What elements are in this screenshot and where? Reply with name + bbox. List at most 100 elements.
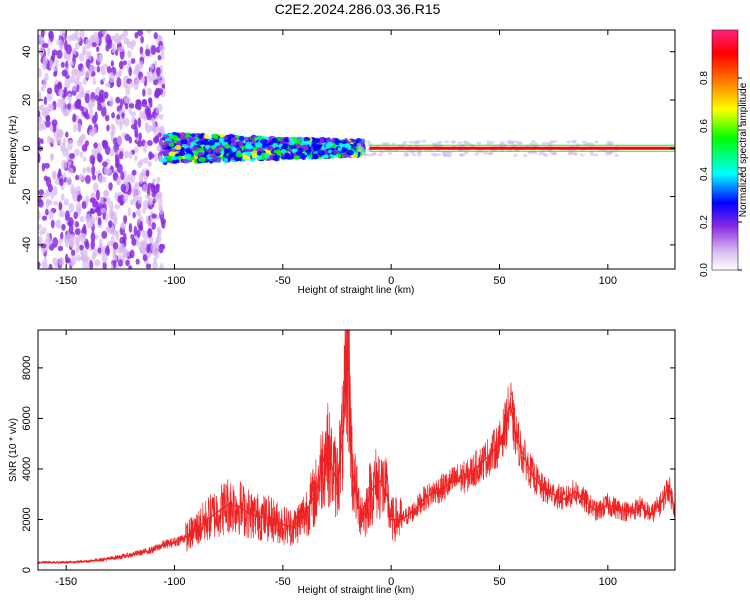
heatmap-cell [53,71,58,77]
heatmap-cell [53,200,59,206]
snr-point [628,510,631,513]
heatmap-cell [82,224,87,235]
colorbar-label: Normalized spectral amplitude [738,82,749,217]
heatmap-cell [181,159,189,164]
snr-point [606,503,609,506]
heatmap-cell [79,151,84,159]
heatmap-cell [69,240,75,248]
y-tick-label: 0 [21,145,33,151]
snr-point [509,402,512,405]
heatmap-cell [130,42,135,51]
snr-point [216,510,219,513]
snr-noise-trace [38,330,675,565]
heatmap-cell [155,66,161,77]
heatmap-cell [138,132,142,141]
heatmap-cell [145,215,149,225]
heatmap-cell [146,30,152,34]
heatmap-cell [189,137,197,142]
heatmap-cell [135,99,142,105]
heatmap-cell [297,147,304,154]
heatmap-cell [43,96,48,106]
heatmap-cell [153,256,158,264]
heatmap-cell [114,49,119,56]
heatmap-cell [111,43,116,54]
heatmap-cell [58,201,63,211]
heatmap-cell [114,191,119,201]
heatmap-cell [85,174,91,184]
heatmap-cell [101,230,108,239]
snr-point [520,450,523,453]
heatmap-cell [130,111,137,117]
heatmap-cell [100,67,107,76]
heatmap-cell [51,170,57,180]
heatmap-cell [421,139,427,143]
heatmap-cell [387,152,393,156]
heatmap-cell [64,39,68,51]
snr-point [650,513,653,516]
snr-point [455,478,458,480]
heatmap-cell [360,151,366,155]
heatmap-cell [93,247,99,257]
heatmap-cell [274,146,280,151]
heatmap-cell [38,114,42,125]
heatmap-cell [251,152,258,159]
heatmap-cell [214,156,222,163]
heatmap-cell [67,103,71,110]
snr-point [552,493,555,496]
x-tick-label: -100 [163,275,185,287]
heatmap-cell [111,112,116,119]
heatmap-cell [67,34,74,42]
heatmap-cell [128,103,135,109]
heatmap-cell [156,144,163,152]
heatmap-cell [134,155,138,162]
heatmap-cell [56,98,63,109]
heatmap-cell [115,157,120,167]
heatmap-cell [89,197,96,203]
heatmap-cell [150,64,155,70]
heatmap-cell [45,208,49,216]
heatmap-cell [126,174,131,184]
snr-point [364,513,367,516]
y-tick-label: -40 [21,237,33,253]
heatmap-cell [54,59,59,67]
heatmap-cell [128,222,133,233]
heatmap-cell [43,162,50,169]
heatmap-cell [137,195,143,205]
heatmap-cell [79,135,85,142]
colorbar-tick-label: 0.0 [699,263,710,277]
heatmap-cell [75,114,80,122]
heatmap-cell [42,55,48,65]
heatmap-cell [357,148,363,152]
heatmap-cell [151,122,157,132]
heatmap-cell [84,93,90,104]
heatmap-cell [337,147,342,152]
heatmap-cell [65,131,69,138]
heatmap-cell [214,142,221,146]
heatmap-cell [132,192,139,203]
heatmap-cell [93,127,97,135]
heatmap-cell [38,105,42,112]
heatmap-cell [90,239,96,250]
heatmap-cell [85,241,90,250]
y-tick-label: 2000 [21,507,33,531]
heatmap-cell [41,215,48,221]
heatmap-cell [312,144,321,149]
heatmap-cell [245,144,252,150]
heatmap-cell [44,106,50,116]
heatmap-cell [48,263,53,269]
heatmap-cell [85,262,90,269]
heatmap-cell [155,238,159,249]
heatmap-cell [273,149,281,154]
heatmap-cell [64,78,71,89]
heatmap-cell [295,143,301,149]
heatmap-cell [95,95,100,102]
heatmap-cell [367,153,373,157]
heatmap-cell [70,249,76,257]
heatmap-cell [572,152,578,156]
snr-point [585,500,588,503]
heatmap-cell [231,141,238,147]
heatmap-cell [152,178,156,185]
heatmap-cell [89,64,93,75]
heatmap-cell [608,141,614,145]
heatmap-cell [119,98,124,109]
